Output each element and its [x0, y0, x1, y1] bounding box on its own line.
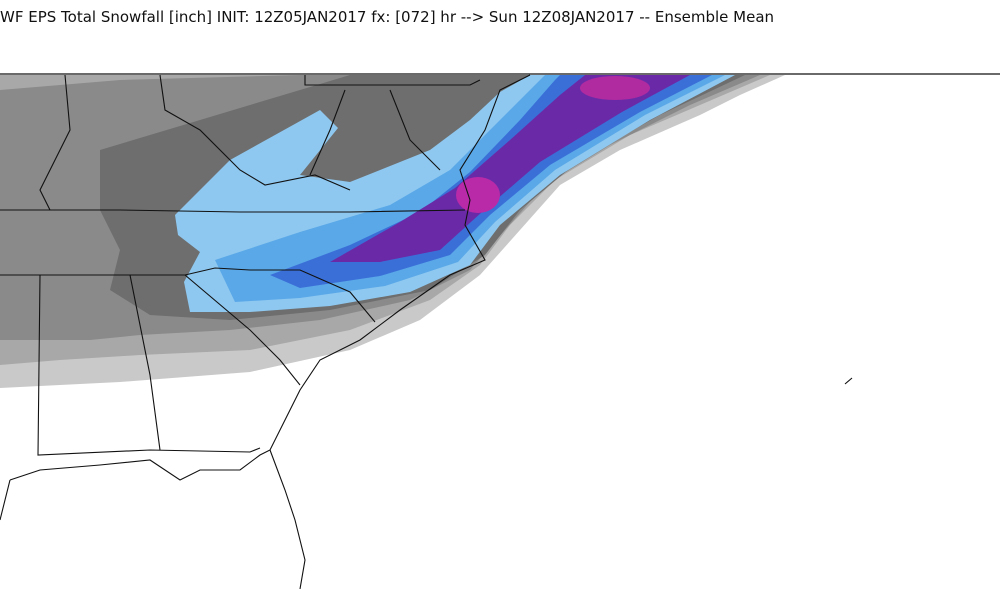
state-borders	[0, 74, 481, 456]
snow-band-purple	[330, 75, 690, 262]
coastline	[0, 74, 853, 589]
map-title: WF EPS Total Snowfall [inch] INIT: 12Z05…	[0, 8, 775, 26]
snow-max-area	[456, 177, 500, 213]
snow-max-area	[580, 76, 650, 100]
